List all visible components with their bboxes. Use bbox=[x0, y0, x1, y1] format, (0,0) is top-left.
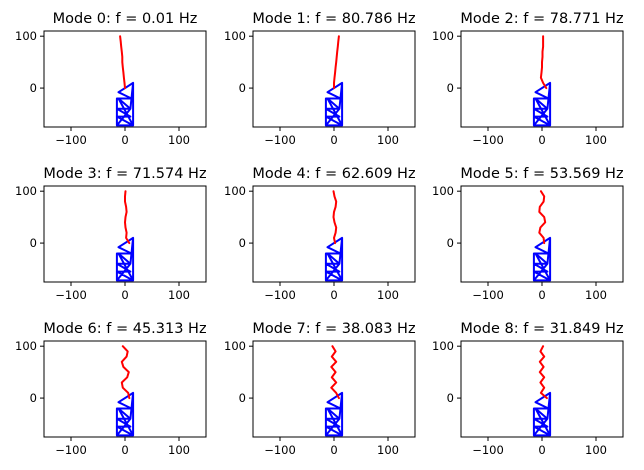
subplot-mode-4: Mode 4: f = 62.609 Hz −100 0 100 0 100 bbox=[224, 166, 416, 302]
mode-shape-line bbox=[124, 190, 131, 245]
x-tick-label: 100 bbox=[585, 443, 607, 457]
x-tick-label: −100 bbox=[264, 133, 296, 147]
x-tick-label: 0 bbox=[330, 288, 337, 302]
x-tick-label: −100 bbox=[55, 288, 87, 302]
subplot-mode-6: Mode 6: f = 45.313 Hz −100 0 100 0 100 bbox=[15, 321, 207, 457]
subplot-mode-2: Mode 2: f = 78.771 Hz −100 0 100 0 100 bbox=[432, 11, 624, 147]
truss-structure bbox=[115, 391, 135, 437]
subplot-title: Mode 3: f = 71.574 Hz bbox=[43, 166, 206, 182]
y-tick-label: 100 bbox=[15, 339, 37, 353]
mode-shape-line bbox=[538, 190, 547, 245]
x-tick-label: 100 bbox=[168, 443, 190, 457]
y-tick-label: 0 bbox=[239, 391, 246, 405]
subplot-title: Mode 0: f = 0.01 Hz bbox=[53, 11, 198, 27]
truss-structure bbox=[532, 236, 552, 282]
subplot-mode-7: Mode 7: f = 38.083 Hz −100 0 100 0 100 bbox=[224, 321, 416, 457]
subplot-title: Mode 6: f = 45.313 Hz bbox=[43, 321, 206, 337]
x-tick-label: −100 bbox=[264, 443, 296, 457]
subplot-mode-1: Mode 1: f = 80.786 Hz −100 0 100 0 100 bbox=[224, 11, 416, 147]
truss-structure bbox=[324, 391, 344, 437]
mode-shape-line bbox=[332, 190, 338, 245]
mode-shape-line bbox=[538, 345, 548, 400]
x-tick-label: −100 bbox=[55, 133, 87, 147]
y-tick-label: 100 bbox=[432, 339, 454, 353]
x-tick-label: 100 bbox=[585, 288, 607, 302]
y-tick-label: 0 bbox=[30, 81, 37, 95]
y-tick-label: 100 bbox=[432, 184, 454, 198]
x-tick-label: 0 bbox=[538, 133, 545, 147]
x-tick-label: −100 bbox=[472, 133, 504, 147]
y-tick-label: 0 bbox=[447, 81, 454, 95]
x-tick-label: 100 bbox=[585, 133, 607, 147]
y-tick-label: 100 bbox=[432, 29, 454, 43]
y-tick-label: 100 bbox=[15, 29, 37, 43]
truss-structure bbox=[532, 81, 552, 127]
y-tick-label: 0 bbox=[447, 236, 454, 250]
y-tick-label: 0 bbox=[30, 236, 37, 250]
x-tick-label: 0 bbox=[538, 443, 545, 457]
truss-structure bbox=[115, 236, 135, 282]
x-tick-label: 100 bbox=[377, 133, 399, 147]
x-tick-label: −100 bbox=[472, 288, 504, 302]
x-tick-label: 0 bbox=[121, 443, 128, 457]
y-tick-label: 0 bbox=[239, 236, 246, 250]
subplot-mode-5: Mode 5: f = 53.569 Hz −100 0 100 0 100 bbox=[432, 166, 624, 302]
x-tick-label: 0 bbox=[330, 133, 337, 147]
x-tick-label: −100 bbox=[264, 288, 296, 302]
x-tick-label: 100 bbox=[168, 133, 190, 147]
y-tick-label: 100 bbox=[224, 339, 246, 353]
x-tick-label: 0 bbox=[330, 443, 337, 457]
mode-shape-line bbox=[333, 35, 340, 90]
mode-shape-line bbox=[330, 345, 340, 400]
mode-shape-line bbox=[119, 35, 126, 90]
x-tick-label: −100 bbox=[55, 443, 87, 457]
x-tick-label: 100 bbox=[377, 288, 399, 302]
x-tick-label: 100 bbox=[168, 288, 190, 302]
subplot-title: Mode 7: f = 38.083 Hz bbox=[252, 321, 415, 337]
x-tick-label: 0 bbox=[121, 133, 128, 147]
subplot-title: Mode 5: f = 53.569 Hz bbox=[460, 166, 623, 182]
mode-shape-line bbox=[539, 35, 548, 90]
x-tick-label: 0 bbox=[538, 288, 545, 302]
y-tick-label: 0 bbox=[30, 391, 37, 405]
subplot-title: Mode 2: f = 78.771 Hz bbox=[460, 11, 623, 27]
mode-shape-line bbox=[120, 345, 131, 400]
y-tick-label: 100 bbox=[224, 184, 246, 198]
x-tick-label: −100 bbox=[472, 443, 504, 457]
subplot-title: Mode 1: f = 80.786 Hz bbox=[252, 11, 415, 27]
y-tick-label: 0 bbox=[447, 391, 454, 405]
y-tick-label: 0 bbox=[239, 81, 246, 95]
y-tick-label: 100 bbox=[15, 184, 37, 198]
subplot-title: Mode 4: f = 62.609 Hz bbox=[252, 166, 415, 182]
truss-structure bbox=[532, 391, 552, 437]
subplot-title: Mode 8: f = 31.849 Hz bbox=[460, 321, 623, 337]
x-tick-label: 0 bbox=[121, 288, 128, 302]
subplot-mode-0: Mode 0: f = 0.01 Hz −100 0 100 0 100 bbox=[15, 11, 207, 147]
subplot-mode-8: Mode 8: f = 31.849 Hz −100 0 100 0 100 bbox=[432, 321, 624, 457]
subplot-mode-3: Mode 3: f = 71.574 Hz −100 0 100 0 100 bbox=[15, 166, 207, 302]
x-tick-label: 100 bbox=[377, 443, 399, 457]
y-tick-label: 100 bbox=[224, 29, 246, 43]
